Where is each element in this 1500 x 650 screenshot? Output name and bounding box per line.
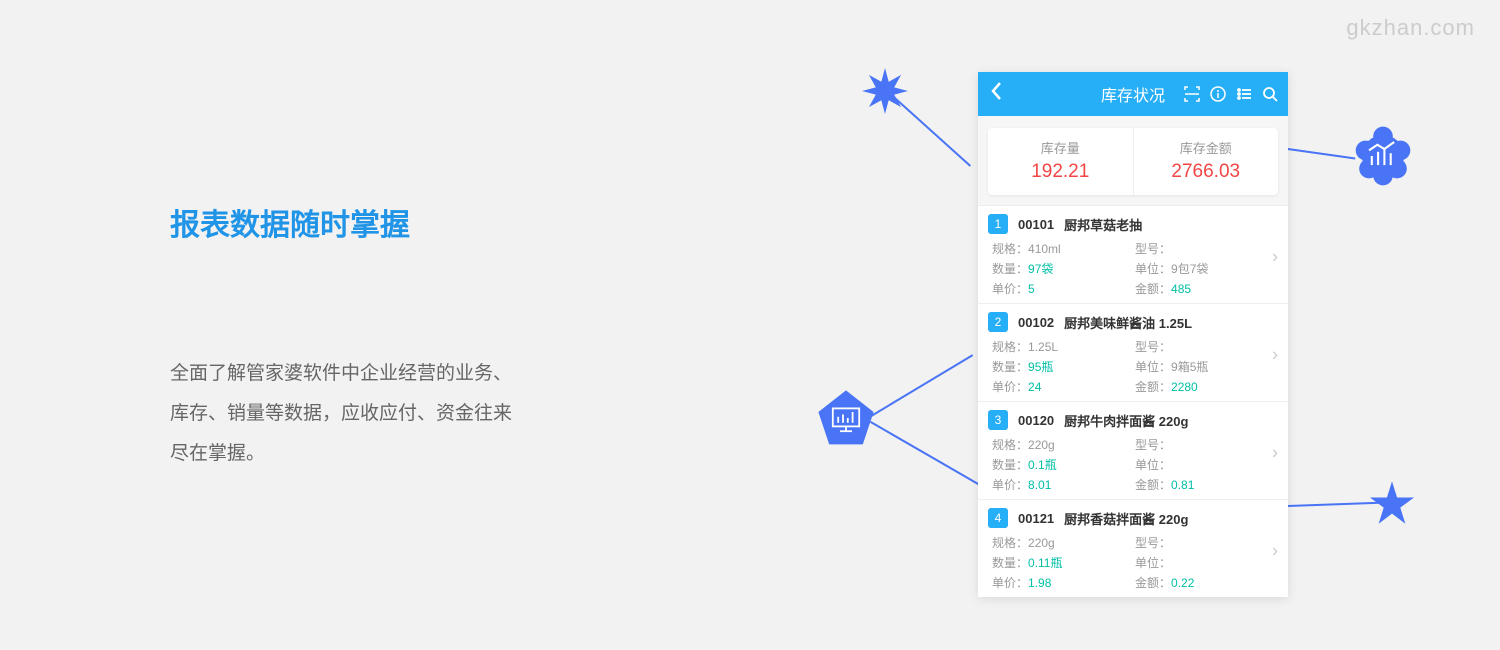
watermark-text: gkzhan.com	[1346, 15, 1475, 41]
item-amount: 金额：2280	[1135, 378, 1278, 395]
item-index-badge: 2	[988, 312, 1008, 332]
chevron-right-icon: ›	[1272, 442, 1278, 463]
item-name: 厨邦香菇拌面酱 220g	[1064, 509, 1188, 528]
marketing-title: 报表数据随时掌握	[170, 200, 650, 244]
item-code: 00102	[1018, 315, 1054, 330]
item-spec: 规格：410ml	[992, 240, 1135, 257]
connector-line	[871, 354, 973, 416]
item-unit: 单位：	[1135, 456, 1278, 473]
stat-value: 2766.03	[1134, 161, 1279, 183]
item-unit: 单位：9箱5瓶	[1135, 358, 1278, 375]
chevron-right-icon: ›	[1272, 246, 1278, 267]
desc-line: 库存、销量等数据，应收应付、资金往来	[170, 394, 650, 434]
scan-icon[interactable]	[1184, 86, 1200, 102]
desc-line: 尽在掌握。	[170, 434, 650, 474]
item-price: 单价：1.98	[992, 574, 1135, 591]
item-unit: 单位：	[1135, 554, 1278, 571]
desc-line: 全面了解管家婆软件中企业经营的业务、	[170, 354, 650, 394]
inventory-list: 100101厨邦草菇老抽规格：410ml型号：数量：97袋单位：9包7袋单价：5…	[978, 205, 1288, 597]
sparkle-icon	[862, 68, 908, 114]
inventory-item[interactable]: 2 00102 厨邦美味鲜酱油 1.25L 规格：1.25L型号：数量：95瓶单位：9…	[978, 303, 1288, 401]
item-name: 厨邦美味鲜酱油 1.25L	[1064, 313, 1192, 332]
stat-amount[interactable]: 库存金额 2766.03	[1133, 128, 1279, 195]
item-qty: 数量：0.11瓶	[992, 554, 1135, 571]
item-price: 单价：5	[992, 280, 1135, 297]
item-unit: 单位：9包7袋	[1135, 260, 1278, 277]
item-price: 单价：8.01	[992, 476, 1135, 493]
inventory-item[interactable]: 1 00101 厨邦草菇老抽规格：410ml型号：数量：97袋单位：9包7袋单价：5…	[978, 205, 1288, 303]
stat-label: 库存金额	[1134, 138, 1279, 157]
mobile-mockup: 库存状况 库存量 192	[978, 72, 1288, 597]
item-amount: 金额：0.81	[1135, 476, 1278, 493]
item-model: 型号：	[1135, 436, 1278, 453]
item-qty: 数量：95瓶	[992, 358, 1135, 375]
item-code: 00101	[1018, 217, 1054, 232]
marketing-text-block: 报表数据随时掌握 全面了解管家婆软件中企业经营的业务、 库存、销量等数据，应收应…	[170, 200, 650, 474]
connector-line	[870, 421, 987, 490]
connector-line	[1288, 148, 1356, 159]
item-code: 00121	[1018, 511, 1054, 526]
item-spec: 规格：1.25L	[992, 338, 1135, 355]
connector-line	[1288, 502, 1380, 507]
app-header: 库存状况	[978, 72, 1288, 116]
stats-card: 库存量 192.21 库存金额 2766.03	[988, 128, 1278, 195]
stat-label: 库存量	[988, 138, 1133, 157]
item-index-badge: 4	[988, 508, 1008, 528]
list-icon[interactable]	[1236, 86, 1252, 102]
inventory-item[interactable]: 4 00121 厨邦香菇拌面酱 220g 规格：220g型号：数量：0.11瓶单位：单…	[978, 499, 1288, 597]
stat-value: 192.21	[988, 161, 1133, 183]
item-spec: 规格：220g	[992, 534, 1135, 551]
item-model: 型号：	[1135, 338, 1278, 355]
connector-line	[892, 95, 971, 167]
cloud-chart-icon	[1348, 121, 1418, 191]
item-amount: 金额：0.22	[1135, 574, 1278, 591]
back-button[interactable]	[978, 81, 1014, 107]
search-icon[interactable]	[1262, 86, 1278, 102]
stat-qty[interactable]: 库存量 192.21	[988, 128, 1133, 195]
item-index-badge: 3	[988, 410, 1008, 430]
item-code: 00120	[1018, 413, 1054, 428]
info-icon[interactable]	[1210, 86, 1226, 102]
item-amount: 金额：485	[1135, 280, 1278, 297]
item-model: 型号：	[1135, 534, 1278, 551]
item-price: 单价：24	[992, 378, 1135, 395]
chevron-right-icon: ›	[1272, 540, 1278, 561]
marketing-description: 全面了解管家婆软件中企业经营的业务、 库存、销量等数据，应收应付、资金往来 尽在…	[170, 354, 650, 474]
item-qty: 数量：97袋	[992, 260, 1135, 277]
item-qty: 数量：0.1瓶	[992, 456, 1135, 473]
item-index-badge: 1	[988, 214, 1008, 234]
item-spec: 规格：220g	[992, 436, 1135, 453]
monitor-chart-icon	[816, 388, 876, 448]
item-name: 厨邦牛肉拌面酱 220g	[1064, 411, 1188, 430]
inventory-item[interactable]: 3 00120 厨邦牛肉拌面酱 220g 规格：220g型号：数量：0.1瓶单位：单价…	[978, 401, 1288, 499]
item-model: 型号：	[1135, 240, 1278, 257]
item-name: 厨邦草菇老抽	[1064, 215, 1142, 234]
chevron-right-icon: ›	[1272, 344, 1278, 365]
